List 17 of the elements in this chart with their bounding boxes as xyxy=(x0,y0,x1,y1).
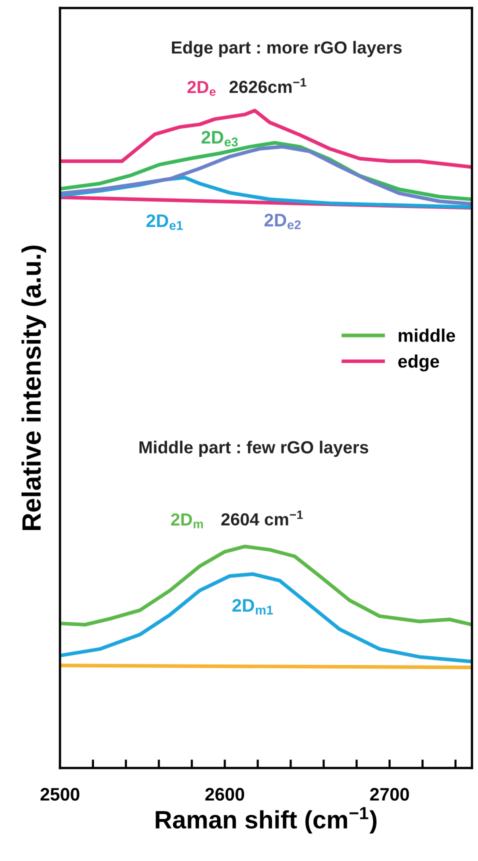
x-tick-label: 2500 xyxy=(40,788,80,801)
y-axis-title: Relative intensity (a.u.) xyxy=(22,246,46,530)
text: 2D$_{e2}$ xyxy=(264,214,301,230)
x-axis-title: Raman shift (cm$^{−1}$) xyxy=(156,807,377,834)
x-tick-label: 2600 xyxy=(205,788,244,801)
annotation: 2604 cm$^{−1}$ xyxy=(221,510,303,526)
text: 2D$_{e}$ xyxy=(187,80,216,96)
series-label: 2D$_{e3}$ xyxy=(202,130,238,146)
text: 2626cm$^{−1}$ xyxy=(230,78,306,94)
series-label: 2D$_{e1}$ xyxy=(146,214,183,230)
annotation: Middle part : few rGO layers xyxy=(140,440,368,457)
annotation: 2D$_{m}$ xyxy=(171,513,203,528)
legend-label: middle xyxy=(398,328,456,342)
x-tick-label: 2700 xyxy=(370,788,409,801)
series-label: 2D$_{m1}$ xyxy=(232,598,273,614)
text: Edge part : more rGO layers xyxy=(172,40,402,58)
legend-label: edge xyxy=(398,354,440,372)
